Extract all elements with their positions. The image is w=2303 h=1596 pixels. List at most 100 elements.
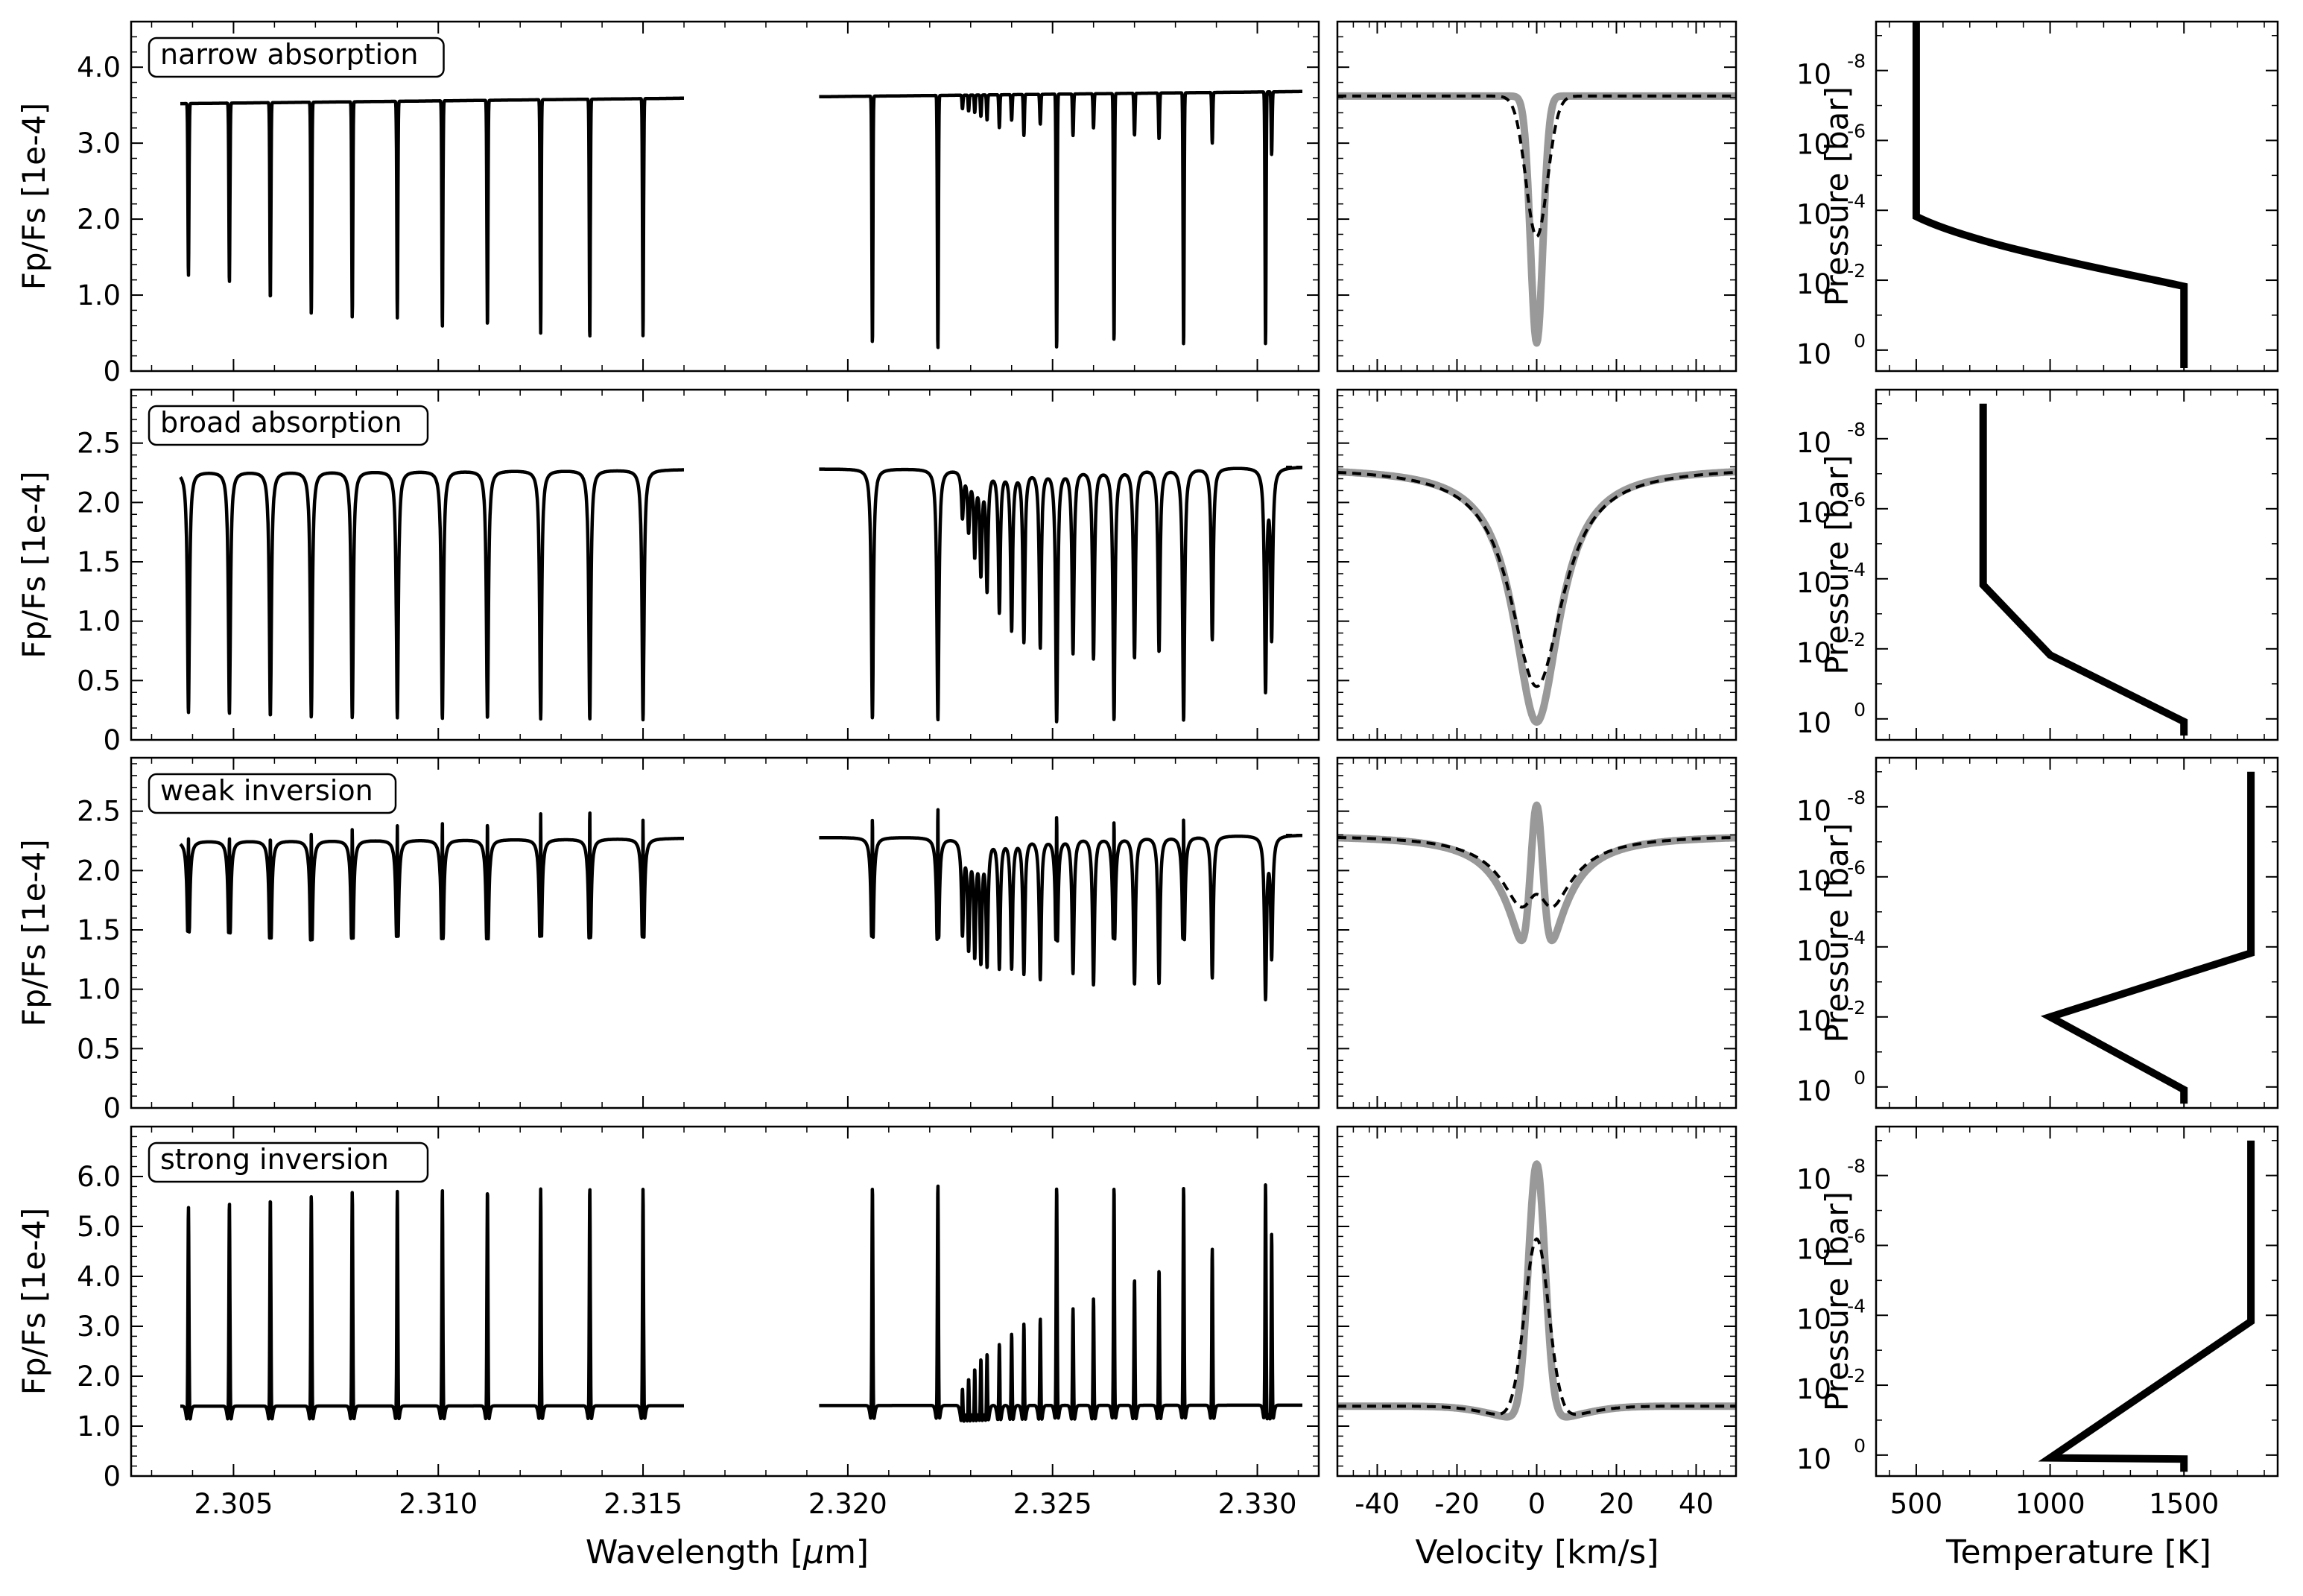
xtick-label: 2.305 (194, 1488, 273, 1520)
ytick-label: 0.5 (77, 665, 121, 697)
pt-ylabel: Pressure [bar] (1819, 823, 1855, 1042)
ytick-label: 10 (1796, 1005, 1831, 1037)
pt-ylabel: Pressure [bar] (1819, 1191, 1855, 1411)
ytick-exponent: 0 (1854, 1435, 1866, 1457)
pt-frame (1875, 20, 2279, 373)
velocity-model-line (1334, 1160, 1739, 1421)
ytick-exponent: -4 (1847, 559, 1866, 580)
velocity-smoothed-line (1337, 470, 1737, 688)
ytick-label: 2.5 (77, 796, 121, 828)
ytick-exponent: -2 (1847, 260, 1866, 282)
ytick-label: 10 (1796, 338, 1831, 370)
ytick-base: 10 (1796, 795, 1831, 827)
ytick-base: 10 (1796, 1373, 1831, 1405)
spectrum-panel: 0 0.5 1.0 1.5 2.0 2.5 Fp/Fs [1e-4] weak inversi… (16, 756, 1320, 1124)
xtick-label: 2.315 (604, 1488, 682, 1520)
pt-panel: 10 -8 10 -6 10 -4 10 -2 10 0 Pressure [bar] (1796, 388, 2279, 741)
ytick-base: 10 (1796, 128, 1831, 160)
ytick-base: 10 (1796, 198, 1831, 230)
ytick-base: 10 (1796, 268, 1831, 300)
velocity-model-line (1334, 92, 1739, 347)
ytick-label: 2.0 (77, 1361, 121, 1393)
ytick-label: 5.0 (77, 1211, 121, 1243)
ytick-exponent: -6 (1847, 857, 1866, 878)
ytick-label: 10 (1796, 865, 1831, 897)
xtick-label: 0 (1528, 1488, 1546, 1520)
velocity-panel (1334, 756, 1739, 1109)
ytick-label: 4.0 (77, 51, 121, 83)
ytick-label: 10 (1796, 637, 1831, 669)
spectrum-ylabel: Fp/Fs [1e-4] (16, 103, 52, 291)
row-label: narrow absorption (160, 38, 419, 71)
row-label: strong inversion (160, 1143, 389, 1176)
ytick-label: 10 (1796, 128, 1831, 160)
velocity-smoothed-line (1337, 1237, 1736, 1416)
spectrum-line (179, 468, 685, 722)
ytick-label: 10 (1796, 1443, 1831, 1475)
velocity-panel (1334, 20, 1739, 373)
ytick-label: 10 (1796, 427, 1831, 459)
ytick-base: 10 (1796, 865, 1831, 897)
ytick-exponent: -8 (1847, 419, 1866, 440)
spectrum-panel: 0 0.5 1.0 1.5 2.0 2.5 Fp/Fs [1e-4] broad absorp… (16, 388, 1320, 756)
xtick-label: -40 (1355, 1488, 1399, 1520)
xtick-label: 500 (1890, 1488, 1943, 1520)
spectrum-xlabel-part: m] (824, 1533, 869, 1571)
spectrum-panel: 0 1.0 2.0 3.0 4.0 5.0 6.0 2.305 2.310 2.315 2.320 2… (16, 1125, 1320, 1520)
pt-panel: 10 -8 10 -6 10 -4 10 -2 10 0 500 1000 1500 Pressure [… (1796, 1125, 2279, 1520)
xtick-label: 20 (1599, 1488, 1634, 1520)
ytick-base: 10 (1796, 707, 1831, 739)
ytick-label: 0 (103, 724, 121, 756)
xtick-label: 2.330 (1218, 1488, 1297, 1520)
ytick-exponent: -6 (1847, 489, 1866, 510)
ytick-label: 2.0 (77, 203, 121, 235)
ytick-exponent: -6 (1847, 120, 1866, 142)
row-label: weak inversion (160, 774, 373, 807)
ytick-label: 4.0 (77, 1261, 121, 1293)
spectrum-line (817, 1183, 1304, 1423)
ytick-exponent: -2 (1847, 629, 1866, 650)
ytick-label: 10 (1796, 935, 1831, 967)
ytick-exponent: -8 (1847, 787, 1866, 808)
ytick-exponent: -8 (1847, 51, 1866, 72)
spectrum-line (817, 808, 1304, 1001)
spectrum-ylabel: Fp/Fs [1e-4] (16, 471, 52, 659)
spectrum-line (179, 811, 685, 942)
pt-ylabel: Pressure [bar] (1819, 455, 1855, 674)
ytick-label: 3.0 (77, 1311, 121, 1343)
spectrum-ylabel: Fp/Fs [1e-4] (16, 839, 52, 1027)
velocity-panel (1334, 388, 1739, 741)
ytick-exponent: -4 (1847, 927, 1866, 949)
ytick-base: 10 (1796, 567, 1831, 599)
spectrum-xlabel-part: μ (802, 1533, 824, 1571)
ytick-label: 10 (1796, 707, 1831, 739)
ytick-label: 10 (1796, 1303, 1831, 1335)
ytick-label: 1.0 (77, 1410, 121, 1443)
spectrum-line (179, 1187, 685, 1421)
ytick-base: 10 (1796, 1164, 1831, 1196)
velocity-model-line (1334, 468, 1739, 726)
ytick-exponent: 0 (1854, 1067, 1866, 1089)
ytick-label: 1.0 (77, 279, 121, 311)
pt-frame (1875, 388, 2279, 741)
pt-profile-line (1979, 403, 2188, 736)
spectrum-line (817, 89, 1304, 349)
ytick-label: 0.5 (77, 1033, 121, 1065)
spectrum-ylabel: Fp/Fs [1e-4] (16, 1208, 52, 1396)
ytick-exponent: -8 (1847, 1156, 1866, 1177)
ytick-base: 10 (1796, 497, 1831, 529)
ytick-label: 6.0 (77, 1161, 121, 1193)
pt-profile-line (2038, 1140, 2255, 1472)
ytick-label: 10 (1796, 497, 1831, 529)
velocity-smoothed-line (1337, 94, 1736, 238)
spectrum-xlabel-part: Wavelength [ (586, 1533, 803, 1571)
ytick-label: 10 (1796, 1373, 1831, 1405)
ytick-label: 10 (1796, 198, 1831, 230)
xtick-label: 1500 (2149, 1488, 2219, 1520)
ytick-label: 10 (1796, 268, 1831, 300)
ytick-label: 10 (1796, 795, 1831, 827)
spectrum-xlabel: Wavelength [μm] (586, 1533, 869, 1571)
ytick-exponent: -4 (1847, 1295, 1866, 1317)
row-label-box (148, 405, 429, 446)
ytick-base: 10 (1796, 1005, 1831, 1037)
